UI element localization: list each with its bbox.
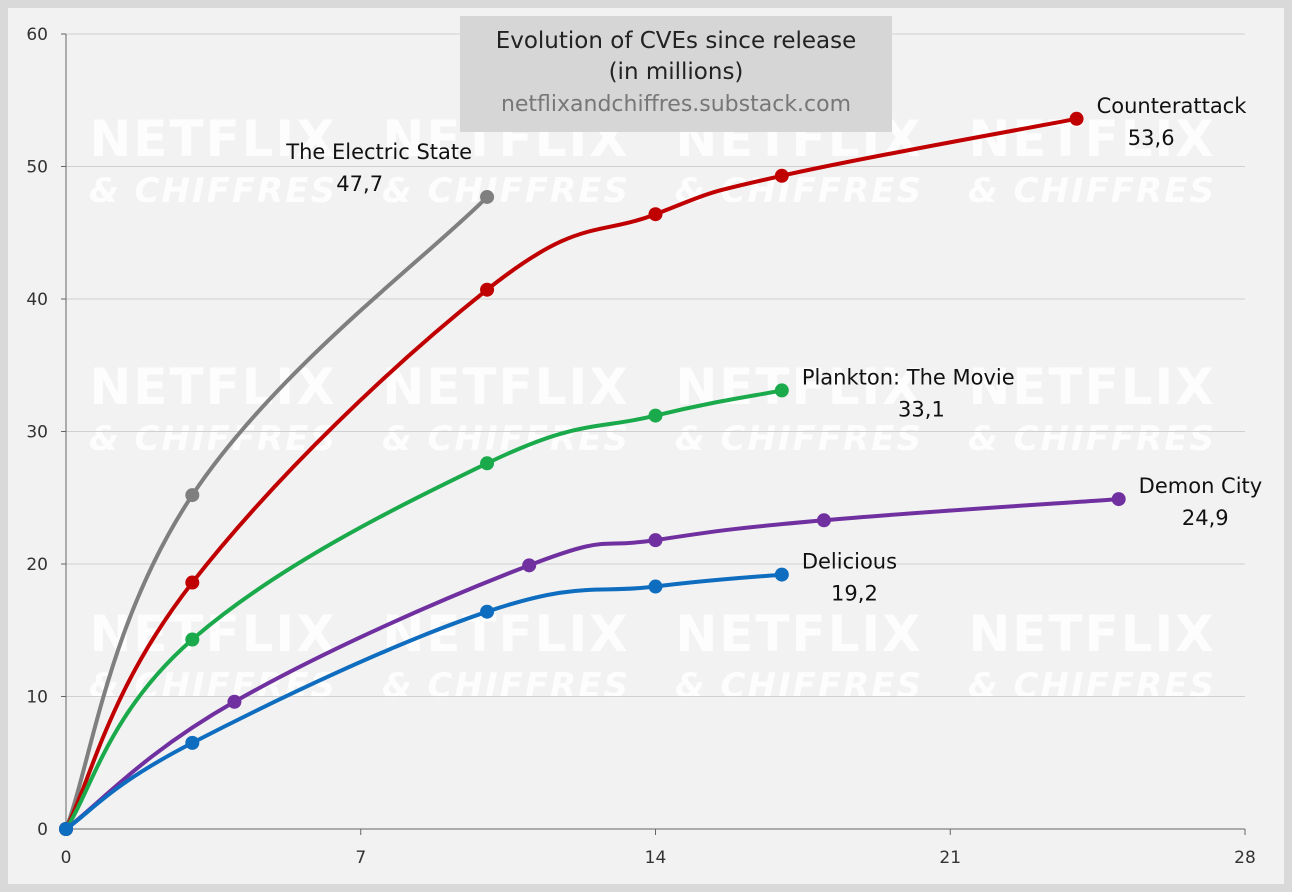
y-tick-label: 60: [26, 25, 48, 45]
data-point: [774, 567, 789, 582]
watermark-chiffres: & CHIFFRES: [968, 419, 1216, 459]
watermark-chiffres: & CHIFFRES: [382, 666, 630, 706]
series-name-label: Delicious: [802, 550, 897, 574]
series-name-label: Demon City: [1139, 474, 1263, 498]
series-name-label: Counterattack: [1097, 94, 1248, 118]
watermark-chiffres: & CHIFFRES: [968, 171, 1216, 211]
series-value-label: 53,6: [1128, 126, 1175, 150]
watermark-chiffres: & CHIFFRES: [382, 171, 630, 211]
title-box: Evolution of CVEs since release (in mill…: [460, 16, 892, 132]
data-point: [227, 694, 242, 709]
data-point: [522, 558, 537, 573]
series-line: [64, 194, 490, 831]
data-point: [1069, 111, 1084, 126]
data-point: [1111, 492, 1126, 507]
axes: 0 10 20 30 40 50 60 0 7 14 21 28: [26, 25, 1255, 868]
series-value-label: 24,9: [1182, 506, 1229, 530]
watermark-chiffres: & CHIFFRES: [89, 419, 337, 459]
data-point: [816, 513, 831, 528]
watermark-chiffres: & CHIFFRES: [89, 171, 337, 211]
y-tick-label: 10: [26, 688, 48, 708]
series-labels: The Electric State 47,7 Counterattack 53,6 P…: [285, 94, 1262, 606]
data-point: [648, 207, 663, 222]
data-point: [648, 408, 663, 423]
data-point: [480, 189, 495, 204]
watermark-netflix: NETFLIX: [968, 605, 1215, 663]
chart-source: netflixandchiffres.substack.com: [500, 92, 852, 117]
series-the-electric-state: [59, 189, 495, 836]
series-demon-city: [59, 492, 1126, 836]
data-point: [648, 533, 663, 548]
series-layer: [59, 111, 1126, 836]
y-tick-label: 50: [26, 158, 48, 178]
x-tick-label: 14: [645, 848, 667, 868]
data-point: [59, 822, 73, 836]
series-value-label: 33,1: [898, 397, 945, 421]
watermark-netflix: NETFLIX: [89, 110, 336, 168]
watermark-chiffres: & CHIFFRES: [968, 666, 1216, 706]
series-counterattack: [59, 111, 1084, 836]
series-line: [64, 116, 1079, 831]
series-value-label: 47,7: [336, 172, 383, 196]
series-line: [64, 388, 784, 831]
watermark-chiffres: & CHIFFRES: [89, 666, 337, 706]
series-line: [64, 572, 784, 831]
watermark-netflix: NETFLIX: [968, 110, 1215, 168]
watermark-netflix: NETFLIX: [382, 358, 629, 416]
data-point: [185, 575, 200, 590]
series-name-label: The Electric State: [285, 140, 472, 164]
watermark-netflix: NETFLIX: [89, 605, 336, 663]
series-line: [64, 497, 1121, 831]
series-name-label: Plankton: The Movie: [802, 365, 1015, 389]
data-point: [480, 282, 495, 297]
data-point: [185, 735, 200, 750]
x-tick-label: 21: [939, 848, 961, 868]
watermark-chiffres: & CHIFFRES: [675, 666, 923, 706]
watermark-chiffres: & CHIFFRES: [675, 419, 923, 459]
watermark-netflix: NETFLIX: [382, 605, 629, 663]
x-tick-label: 7: [355, 848, 366, 868]
y-tick-label: 0: [37, 820, 48, 840]
watermark-netflix: NETFLIX: [675, 358, 922, 416]
data-point: [648, 579, 663, 594]
x-tick-label: 0: [61, 848, 72, 868]
data-point: [774, 383, 789, 398]
chart-frame: NETFLIX & CHIFFRES NETFLIX & CHIFFRES NETFLI…: [8, 8, 1284, 884]
data-point: [480, 456, 495, 471]
watermark-netflix: NETFLIX: [968, 358, 1215, 416]
y-tick-label: 30: [26, 423, 48, 443]
x-tick-label: 28: [1234, 848, 1256, 868]
series-delicious: [59, 567, 789, 836]
data-point: [185, 632, 200, 647]
chart-title: Evolution of CVEs since release: [495, 28, 857, 54]
data-point: [480, 604, 495, 619]
watermark-netflix: NETFLIX: [89, 358, 336, 416]
y-tick-label: 40: [26, 290, 48, 310]
y-tick-label: 20: [26, 555, 48, 575]
data-point: [774, 168, 789, 183]
watermark-netflix: NETFLIX: [675, 605, 922, 663]
data-point: [185, 488, 200, 503]
chart-subtitle: (in millions): [608, 59, 744, 85]
series-value-label: 19,2: [831, 582, 878, 606]
